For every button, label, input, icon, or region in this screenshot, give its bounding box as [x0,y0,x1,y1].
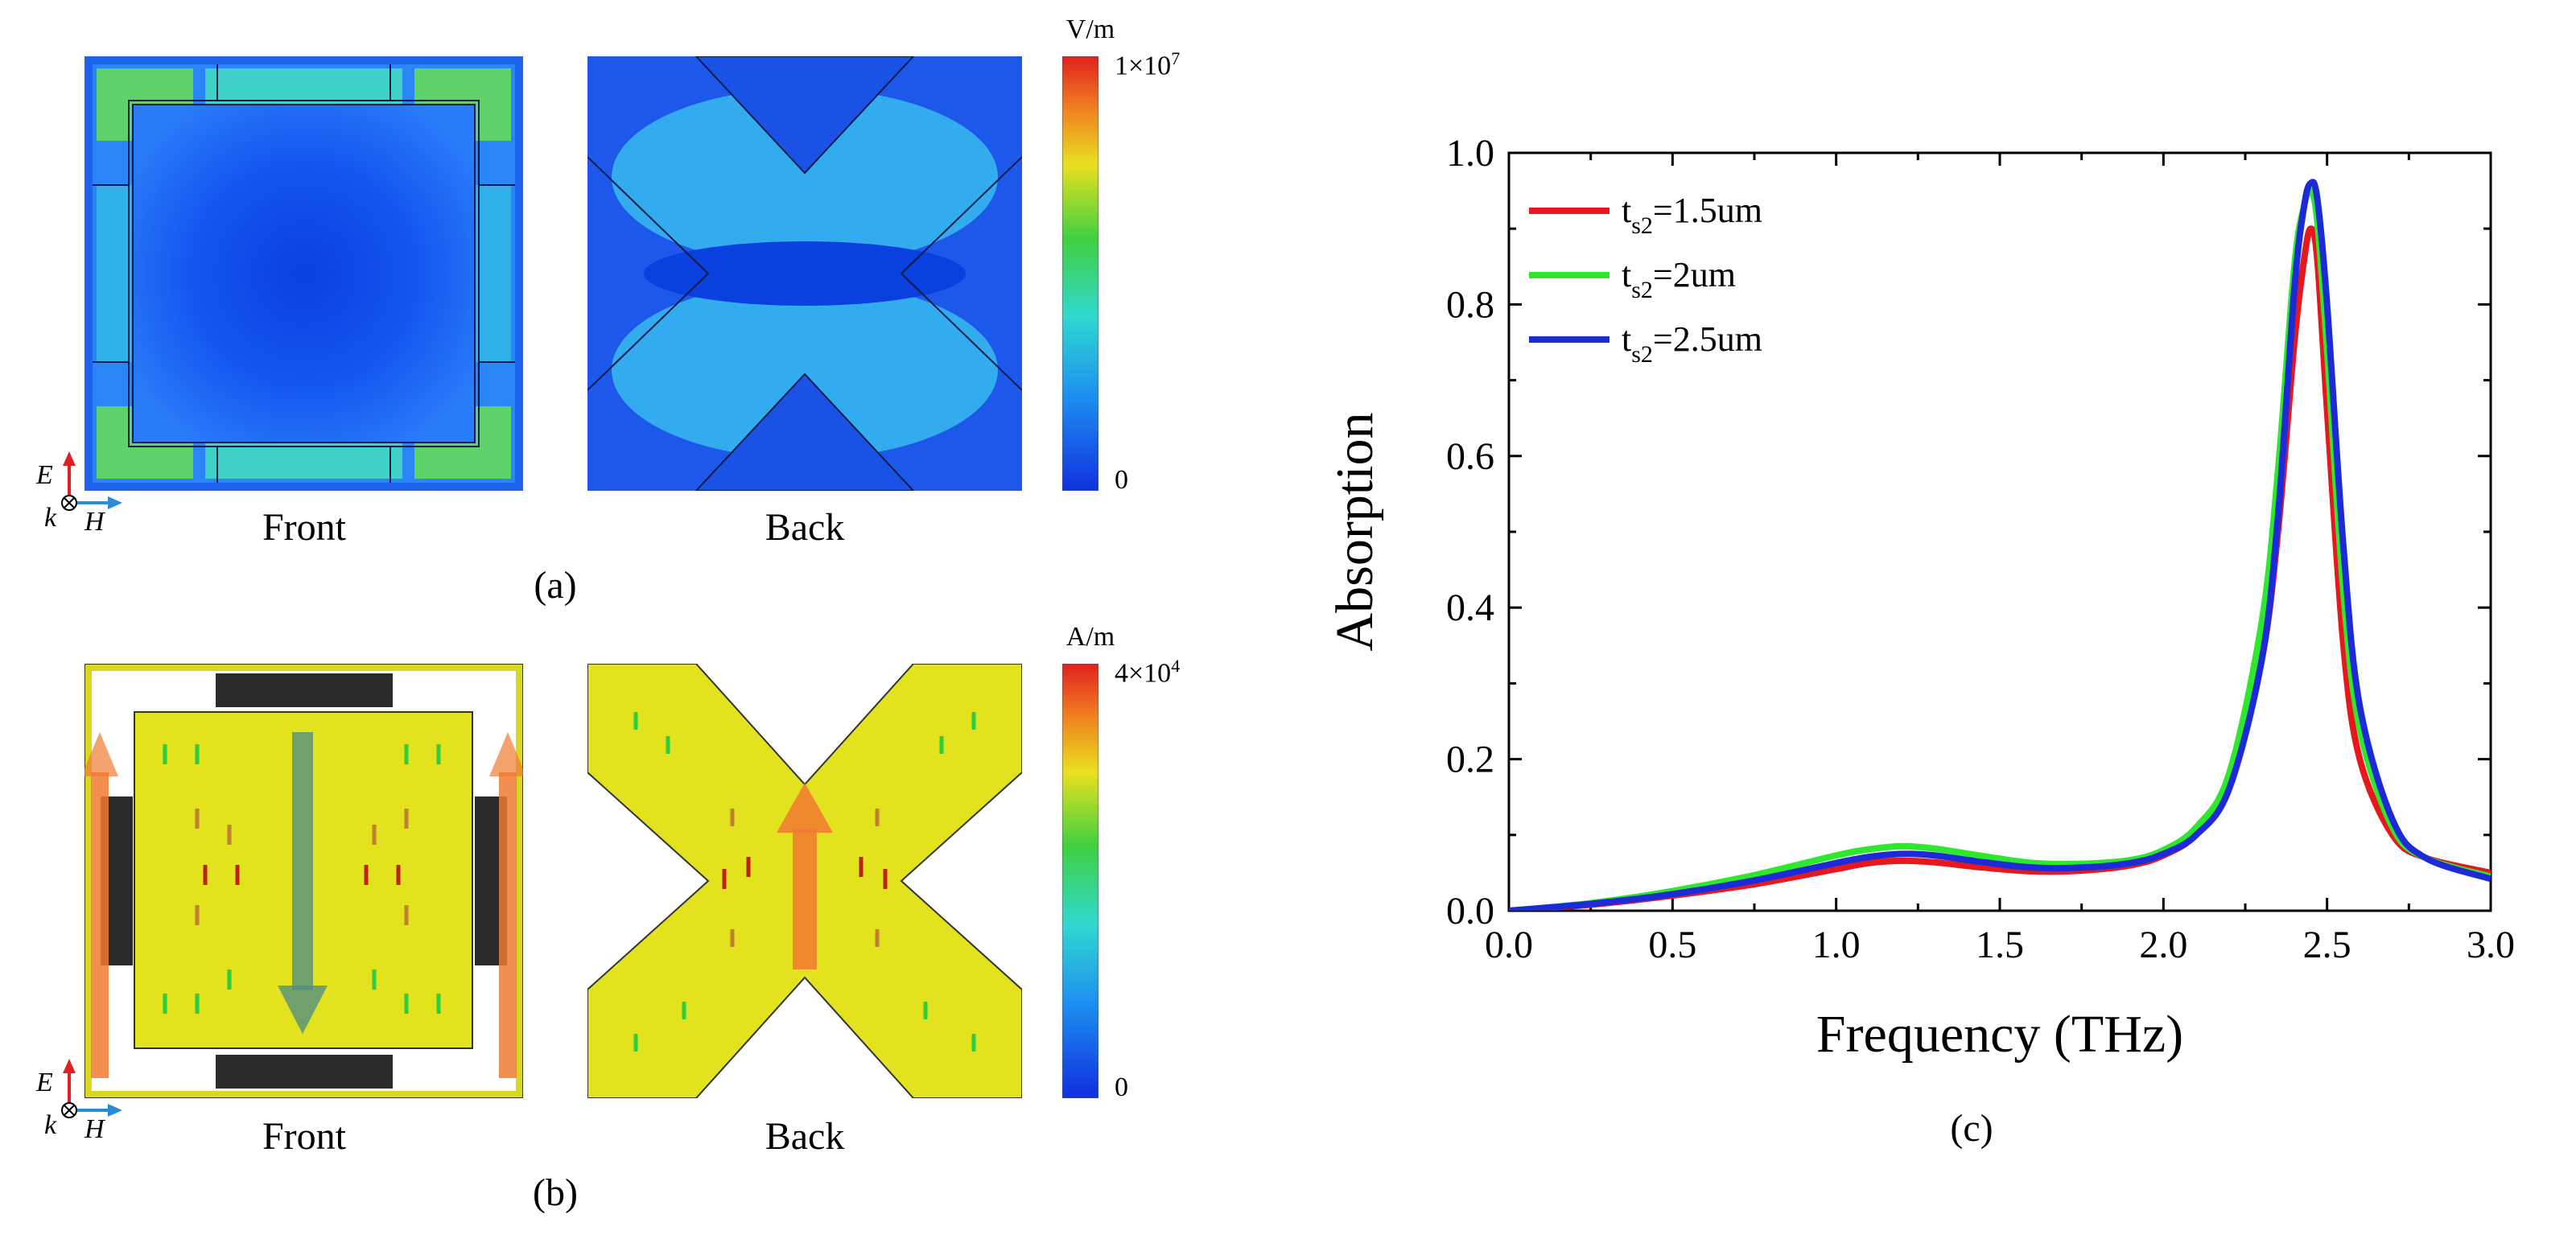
y-tick-label: 0.6 [1446,435,1494,478]
axis-indicator-a [61,451,122,511]
front-caption-b: Front [262,1115,346,1158]
colorbar-a-unit: V/m [1065,14,1115,44]
current-front-map-b [84,664,523,1098]
field-back-map-a [587,56,1022,491]
y-tick-label: 0.4 [1446,587,1494,629]
colorbar-b-max: 4×104 [1115,656,1181,689]
current-back-map-b [587,664,1022,1098]
absorption-chart: 0.0 0.5 1.0 1.5 2.0 2.5 3.0 0.0 0.2 0.4 0.6 0.8 1.0 F… [1325,132,2515,1064]
y-tick-label: 1.0 [1446,132,1494,175]
x-tick-label: 1.0 [1812,924,1861,966]
legend-label-3: ts2=2.5um [1622,319,1762,368]
colorbar-a [1062,56,1098,491]
panel-label-c: (c) [1950,1107,1993,1150]
legend-label-1: ts2=1.5um [1622,191,1762,239]
panel-label-b: (b) [533,1171,578,1214]
y-tick-label: 0.0 [1446,890,1494,932]
x-tick-label: 2.0 [2139,924,2187,966]
panel-label-a: (a) [534,564,577,607]
back-caption-b: Back [765,1115,845,1158]
front-caption-a: Front [262,506,346,549]
x-tick-label: 2.5 [2303,924,2351,966]
colorbar-b-unit: A/m [1065,622,1115,652]
y-tick-label: 0.8 [1446,283,1494,326]
axis-h-label-a: H [84,507,105,537]
series-line-3 [1509,179,2491,911]
x-tick-label: 1.5 [1976,924,2024,966]
axis-h-label-b: H [84,1114,105,1144]
axis-indicator-b [61,1059,122,1118]
back-caption-a: Back [765,506,845,549]
x-tick-label: 0.5 [1648,924,1696,966]
axis-k-label-b: k [44,1110,57,1140]
x-tick-label: 0.0 [1485,924,1533,966]
axis-e-label-b: E [36,1068,53,1097]
y-axis-label: Absorption [1325,413,1384,652]
colorbar-b-min: 0 [1115,1072,1128,1102]
axis-e-label-a: E [36,460,53,490]
field-front-map-a [84,56,523,491]
legend-label-2: ts2=2um [1622,255,1736,303]
colorbar-a-min: 0 [1115,465,1128,495]
colorbar-a-max: 1×107 [1115,48,1181,81]
x-axis-label: Frequency (THz) [1816,1005,2183,1064]
series-line-2 [1509,187,2491,911]
x-tick-label: 3.0 [2467,924,2515,966]
axis-k-label-a: k [44,503,57,533]
colorbar-b [1062,664,1098,1098]
y-tick-label: 0.2 [1446,739,1494,781]
